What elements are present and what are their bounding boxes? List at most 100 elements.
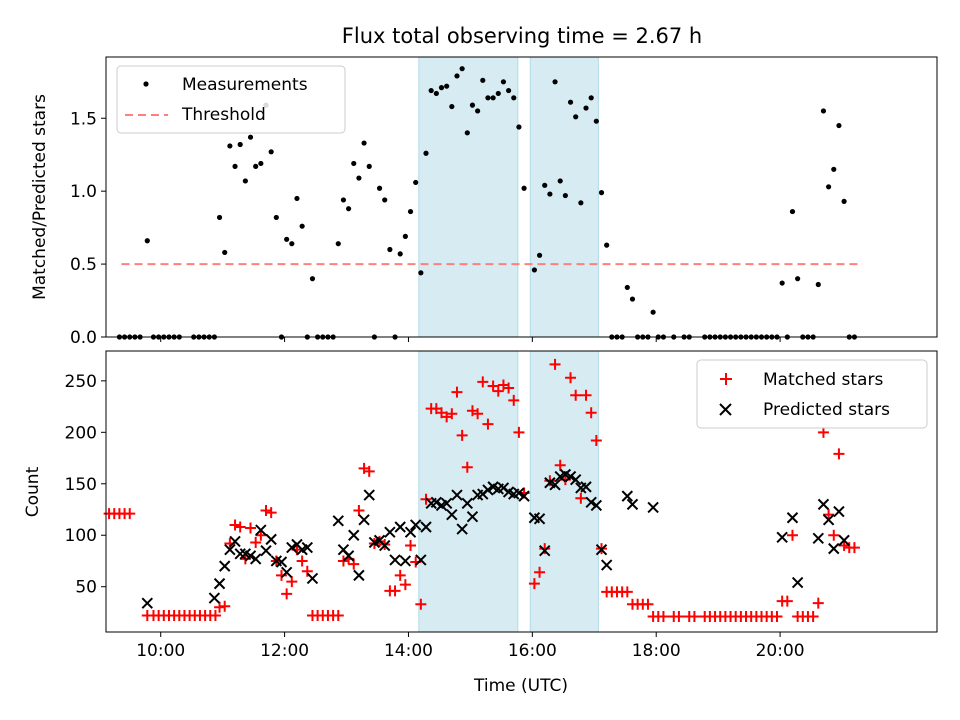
- measurement-point: [402, 233, 408, 239]
- measurement-point: [820, 108, 827, 114]
- predicted-star-point: [461, 497, 474, 510]
- top-x-ticks: [160, 337, 781, 342]
- predicted-star-point: [342, 550, 355, 562]
- y-tick-label: 150: [65, 475, 97, 495]
- highlight-band: [418, 56, 519, 338]
- matched-star-point: [575, 492, 587, 504]
- measurement-point: [242, 178, 248, 184]
- bottom-legend: Matched stars Predicted stars: [696, 359, 928, 429]
- predicted-star-point: [430, 496, 443, 509]
- predicted-star-point: [817, 498, 830, 511]
- matched-star-point: [482, 418, 494, 430]
- measurement-point: [444, 83, 450, 89]
- x-tick-label: 14:00: [384, 641, 433, 661]
- measurement-point: [216, 214, 223, 221]
- y-tick-label: 50: [75, 578, 97, 598]
- measurement-point: [511, 95, 517, 101]
- matched-star-point: [673, 611, 685, 623]
- matched-star-point: [456, 429, 468, 441]
- matched-star-point: [838, 540, 850, 552]
- measurement-point: [284, 236, 290, 242]
- measurement-point: [552, 79, 558, 85]
- matched-stars-points: [103, 358, 860, 623]
- measurement-point: [438, 85, 445, 91]
- bottom-y-ticks: 50 100 150 200 250: [65, 372, 106, 598]
- predicted-star-point: [626, 498, 639, 511]
- matched-star-point: [461, 461, 473, 473]
- predicted-star-point: [404, 526, 417, 538]
- predicted-star-point: [420, 521, 432, 533]
- measurement-point: [407, 208, 414, 215]
- x-tick-label: 16:00: [508, 641, 557, 661]
- measurement-point: [387, 246, 393, 253]
- measurement-point: [826, 184, 832, 190]
- matched-star-point: [296, 555, 308, 567]
- matched-star-point: [301, 565, 313, 577]
- predicted-star-point: [580, 481, 592, 493]
- predicted-star-point: [518, 490, 530, 502]
- measurement-point: [232, 163, 238, 169]
- measurements-legend-label: Measurements: [182, 75, 308, 95]
- measurement-point: [815, 281, 821, 288]
- x-axis-label: Time (UTC): [473, 676, 568, 696]
- matched-star-point: [534, 566, 546, 578]
- predicted-star-point: [549, 479, 561, 491]
- measurement-point: [557, 178, 563, 184]
- measurement-point: [294, 195, 300, 202]
- measurement-point: [459, 66, 465, 72]
- measurement-point: [505, 87, 512, 94]
- measurement-point: [562, 192, 568, 199]
- predicted-star-point: [353, 569, 365, 582]
- measurement-point: [335, 241, 341, 247]
- predicted-star-point: [301, 541, 314, 554]
- measurement-point: [449, 103, 455, 110]
- measurement-point: [490, 95, 496, 101]
- measurement-point: [573, 114, 579, 120]
- measurement-points: [116, 66, 858, 340]
- predicted-star-point: [379, 539, 391, 552]
- matched-star-point: [394, 569, 406, 581]
- measurement-point: [361, 140, 367, 146]
- measurement-point: [500, 79, 507, 85]
- predicted-star-point: [141, 597, 153, 609]
- highlight-band: [529, 350, 599, 633]
- measurement-point: [593, 118, 599, 124]
- predicted-star-point: [255, 524, 267, 536]
- highlight-band: [418, 350, 519, 633]
- y-tick-label: 100: [65, 526, 97, 546]
- matched-star-point: [260, 505, 272, 517]
- measurement-point: [309, 276, 316, 282]
- measurement-point: [536, 252, 543, 258]
- predicted-star-point: [822, 514, 835, 526]
- matched-star-point: [353, 505, 365, 517]
- matched-star-point: [219, 600, 231, 612]
- bottom-legend-box: [696, 359, 928, 429]
- measurement-point: [547, 191, 553, 197]
- threshold-legend-label: Threshold: [181, 105, 266, 125]
- predicted-star-point: [595, 543, 608, 556]
- measurement-point: [464, 130, 470, 136]
- y-tick-label: 0.5: [70, 255, 97, 275]
- predicted-star-point: [306, 572, 319, 585]
- measurement-point: [495, 90, 501, 97]
- predicted-star-point: [358, 514, 370, 526]
- measurement-point: [289, 241, 295, 247]
- measurement-point: [376, 185, 383, 191]
- x-tick-label: 20:00: [756, 641, 805, 661]
- predicted-star-point: [833, 505, 845, 518]
- matched-star-point: [807, 611, 819, 623]
- matched-star-point: [281, 588, 293, 600]
- measurement-point: [624, 284, 630, 291]
- matched-star-point: [513, 426, 525, 438]
- matched-star-point: [229, 519, 241, 531]
- predicted-star-point: [213, 577, 226, 590]
- matched-star-point: [823, 509, 835, 521]
- matched-star-point: [559, 474, 571, 486]
- matched-star-point: [477, 376, 489, 388]
- matched-star-point: [828, 529, 840, 541]
- x-tick-label: 12:00: [260, 641, 309, 661]
- bottom-plot-frame: [105, 350, 938, 633]
- matched-star-point: [554, 459, 566, 471]
- matched-stars-legend-label: Matched stars: [763, 370, 883, 390]
- matched-star-point: [688, 611, 700, 623]
